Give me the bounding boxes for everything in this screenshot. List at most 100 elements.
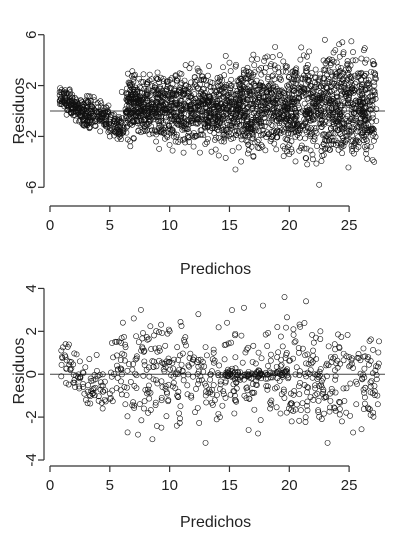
data-point: [355, 351, 362, 357]
data-point: [238, 158, 244, 165]
data-point: [136, 75, 143, 82]
data-point: [219, 84, 225, 91]
data-point: [289, 106, 295, 112]
data-point: [250, 51, 257, 58]
data-point: [174, 101, 181, 108]
data-point: [288, 400, 295, 407]
x-tick-label: 15: [221, 477, 238, 494]
data-point: [250, 124, 257, 131]
data-point: [336, 53, 343, 60]
data-point: [282, 100, 289, 107]
data-point: [138, 417, 145, 424]
data-point: [366, 338, 373, 344]
data-point: [296, 391, 303, 398]
data-point: [207, 376, 213, 383]
data-point: [72, 117, 79, 124]
data-point: [93, 352, 100, 358]
data-point: [144, 390, 150, 397]
data-point: [245, 121, 252, 127]
data-point: [353, 79, 360, 86]
data-point: [176, 420, 183, 426]
x-tick-label: 5: [106, 217, 114, 234]
data-point: [311, 98, 318, 105]
data-point: [361, 95, 368, 102]
data-point: [201, 363, 208, 370]
data-point: [239, 82, 246, 89]
data-point: [365, 77, 372, 83]
data-point: [318, 378, 325, 385]
data-point: [355, 70, 361, 77]
data-point: [283, 351, 289, 358]
data-point: [325, 57, 331, 64]
data-point: [361, 45, 368, 52]
data-point: [359, 131, 365, 138]
data-point: [232, 397, 239, 404]
data-point: [344, 332, 351, 338]
data-point: [85, 382, 91, 389]
data-point: [329, 80, 336, 87]
data-point: [114, 362, 120, 369]
data-point: [117, 357, 124, 363]
data-point: [272, 83, 279, 90]
data-point: [290, 331, 297, 338]
data-point: [113, 339, 120, 345]
data-point: [159, 359, 165, 366]
data-point: [261, 130, 267, 137]
data-point: [299, 93, 306, 100]
data-point: [141, 362, 148, 368]
data-point: [346, 66, 353, 73]
data-point: [334, 127, 341, 134]
data-point: [255, 430, 261, 437]
data-point: [319, 120, 326, 127]
data-point: [109, 112, 116, 119]
x-tick-label: 0: [46, 217, 54, 234]
data-point: [154, 76, 161, 83]
data-point: [129, 402, 136, 409]
data-point: [306, 77, 313, 84]
data-point: [131, 99, 138, 106]
data-point: [339, 39, 346, 46]
data-point: [222, 155, 229, 161]
x-tick-label: 25: [341, 477, 358, 494]
data-point: [202, 344, 209, 351]
data-point: [338, 80, 344, 87]
data-point: [215, 372, 222, 379]
data-point: [77, 97, 84, 104]
data-point: [122, 119, 129, 126]
data-point: [362, 59, 369, 66]
data-point: [296, 104, 303, 111]
data-point: [297, 323, 304, 330]
data-point: [99, 371, 106, 378]
data-point: [282, 63, 289, 69]
data-point: [283, 68, 289, 75]
data-point: [74, 101, 81, 108]
data-point: [120, 129, 126, 136]
data-point: [369, 58, 376, 65]
data-point: [232, 330, 239, 337]
data-point: [358, 426, 365, 433]
data-point: [324, 78, 331, 85]
data-point: [270, 72, 276, 79]
data-point: [293, 401, 300, 408]
data-point: [177, 403, 184, 410]
data-point: [206, 63, 212, 69]
data-point: [215, 370, 221, 376]
data-point: [195, 377, 202, 384]
data-point: [58, 95, 65, 102]
data-point: [359, 375, 366, 382]
data-point: [334, 90, 340, 96]
data-point: [277, 363, 284, 370]
data-point: [229, 147, 236, 154]
data-point: [121, 384, 128, 390]
data-point: [367, 383, 374, 390]
data-point: [259, 83, 266, 90]
data-point: [212, 146, 219, 153]
data-point: [358, 123, 365, 129]
data-point: [370, 97, 377, 103]
x-axis-label: Predichos: [180, 514, 251, 531]
data-point: [330, 111, 336, 118]
data-point: [178, 115, 185, 122]
data-point: [134, 113, 141, 120]
data-point: [215, 411, 222, 417]
data-point: [360, 386, 367, 393]
